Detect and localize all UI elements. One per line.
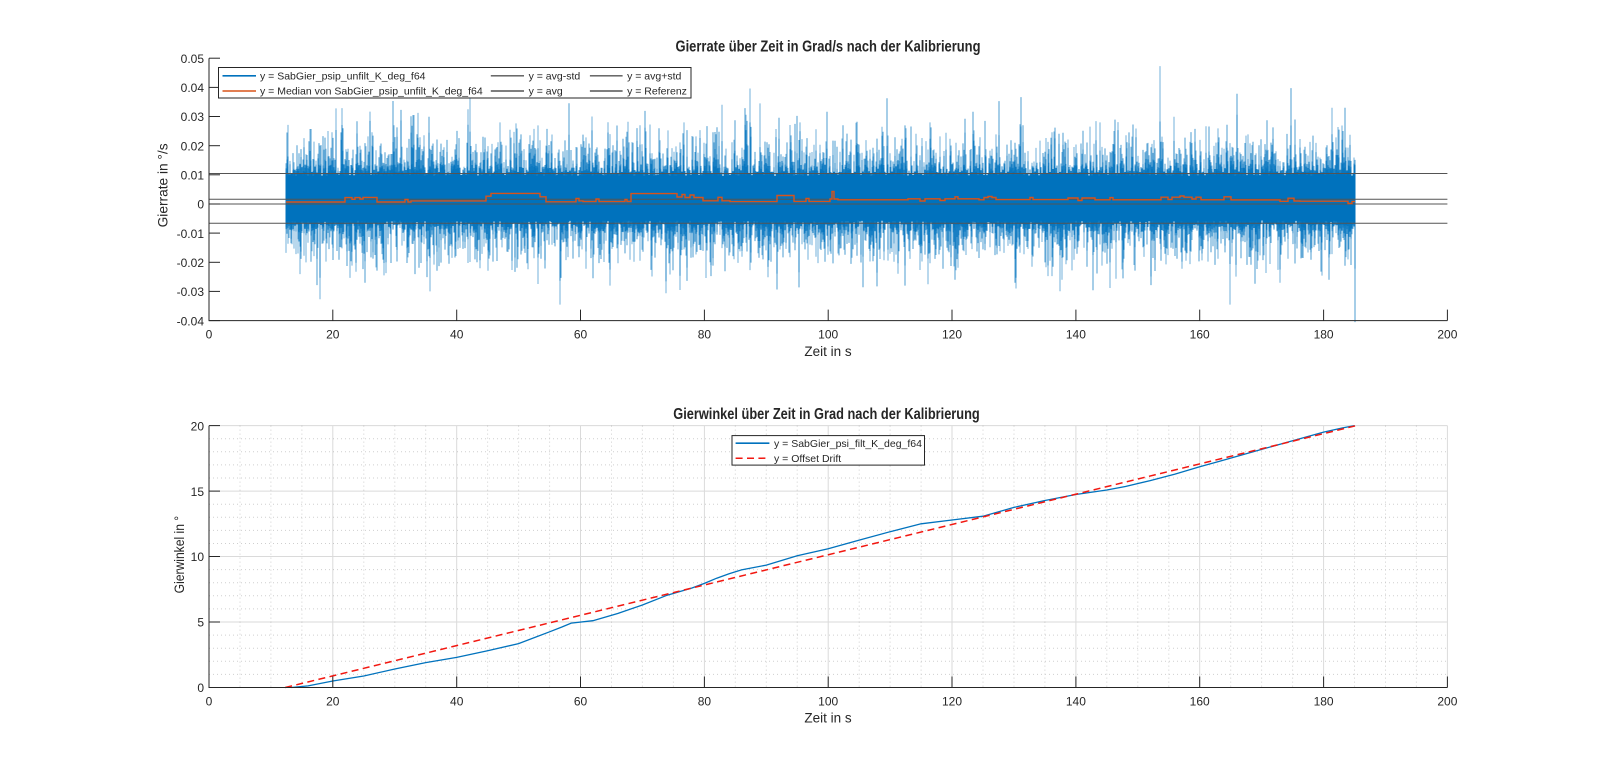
svg-text:80: 80	[698, 327, 712, 341]
svg-text:0: 0	[206, 327, 213, 341]
svg-text:160: 160	[1190, 694, 1210, 708]
svg-text:-0.04: -0.04	[177, 314, 205, 328]
svg-text:-0.02: -0.02	[177, 256, 205, 270]
svg-text:Gierrate über Zeit in Grad/s n: Gierrate über Zeit in Grad/s nach der Ka…	[676, 39, 981, 56]
svg-text:0.04: 0.04	[181, 81, 205, 95]
svg-text:60: 60	[574, 694, 588, 708]
svg-text:20: 20	[191, 419, 205, 433]
svg-text:Gierrate in °/s: Gierrate in °/s	[155, 143, 170, 227]
svg-text:10: 10	[191, 550, 205, 564]
svg-text:-0.01: -0.01	[177, 227, 205, 241]
svg-text:Zeit in s: Zeit in s	[804, 344, 852, 359]
svg-text:0: 0	[206, 694, 213, 708]
svg-text:20: 20	[326, 694, 340, 708]
svg-text:200: 200	[1437, 694, 1457, 708]
svg-text:140: 140	[1066, 694, 1086, 708]
svg-text:15: 15	[191, 485, 205, 499]
svg-text:100: 100	[818, 694, 838, 708]
svg-text:180: 180	[1314, 694, 1334, 708]
svg-text:0.03: 0.03	[181, 110, 205, 124]
svg-text:0: 0	[197, 681, 204, 695]
svg-text:y = SabGier_psip_unfilt_K_deg_: y = SabGier_psip_unfilt_K_deg_f64	[260, 71, 426, 83]
svg-text:0.01: 0.01	[181, 169, 205, 183]
svg-text:Zeit in s: Zeit in s	[804, 711, 852, 726]
svg-text:y = Referenz: y = Referenz	[627, 86, 687, 98]
svg-text:y = Median von SabGier_psip_un: y = Median von SabGier_psip_unfilt_K_deg…	[260, 86, 483, 98]
svg-text:140: 140	[1066, 327, 1086, 341]
svg-text:y = Offset Drift: y = Offset Drift	[774, 453, 841, 465]
svg-text:y = avg-std: y = avg-std	[529, 71, 581, 83]
svg-text:0.05: 0.05	[181, 52, 205, 66]
svg-text:y = avg: y = avg	[529, 86, 563, 98]
svg-text:40: 40	[450, 327, 464, 341]
svg-text:160: 160	[1190, 327, 1210, 341]
svg-text:y = SabGier_psi_filt_K_deg_f64: y = SabGier_psi_filt_K_deg_f64	[774, 438, 922, 450]
svg-text:y = avg+std: y = avg+std	[627, 71, 681, 83]
svg-text:5: 5	[197, 616, 204, 630]
svg-text:200: 200	[1437, 327, 1457, 341]
svg-text:0: 0	[197, 198, 204, 212]
svg-text:100: 100	[818, 327, 838, 341]
svg-text:120: 120	[942, 327, 962, 341]
svg-text:Gierwinkel über Zeit in Grad n: Gierwinkel über Zeit in Grad nach der Ka…	[673, 406, 980, 423]
svg-text:180: 180	[1314, 327, 1334, 341]
svg-text:Gierwinkel in °: Gierwinkel in °	[172, 516, 187, 594]
svg-text:80: 80	[698, 694, 712, 708]
svg-text:20: 20	[326, 327, 340, 341]
svg-text:40: 40	[450, 694, 464, 708]
svg-text:60: 60	[574, 327, 588, 341]
svg-text:-0.03: -0.03	[177, 285, 205, 299]
svg-text:120: 120	[942, 694, 962, 708]
svg-text:0.02: 0.02	[181, 139, 205, 153]
